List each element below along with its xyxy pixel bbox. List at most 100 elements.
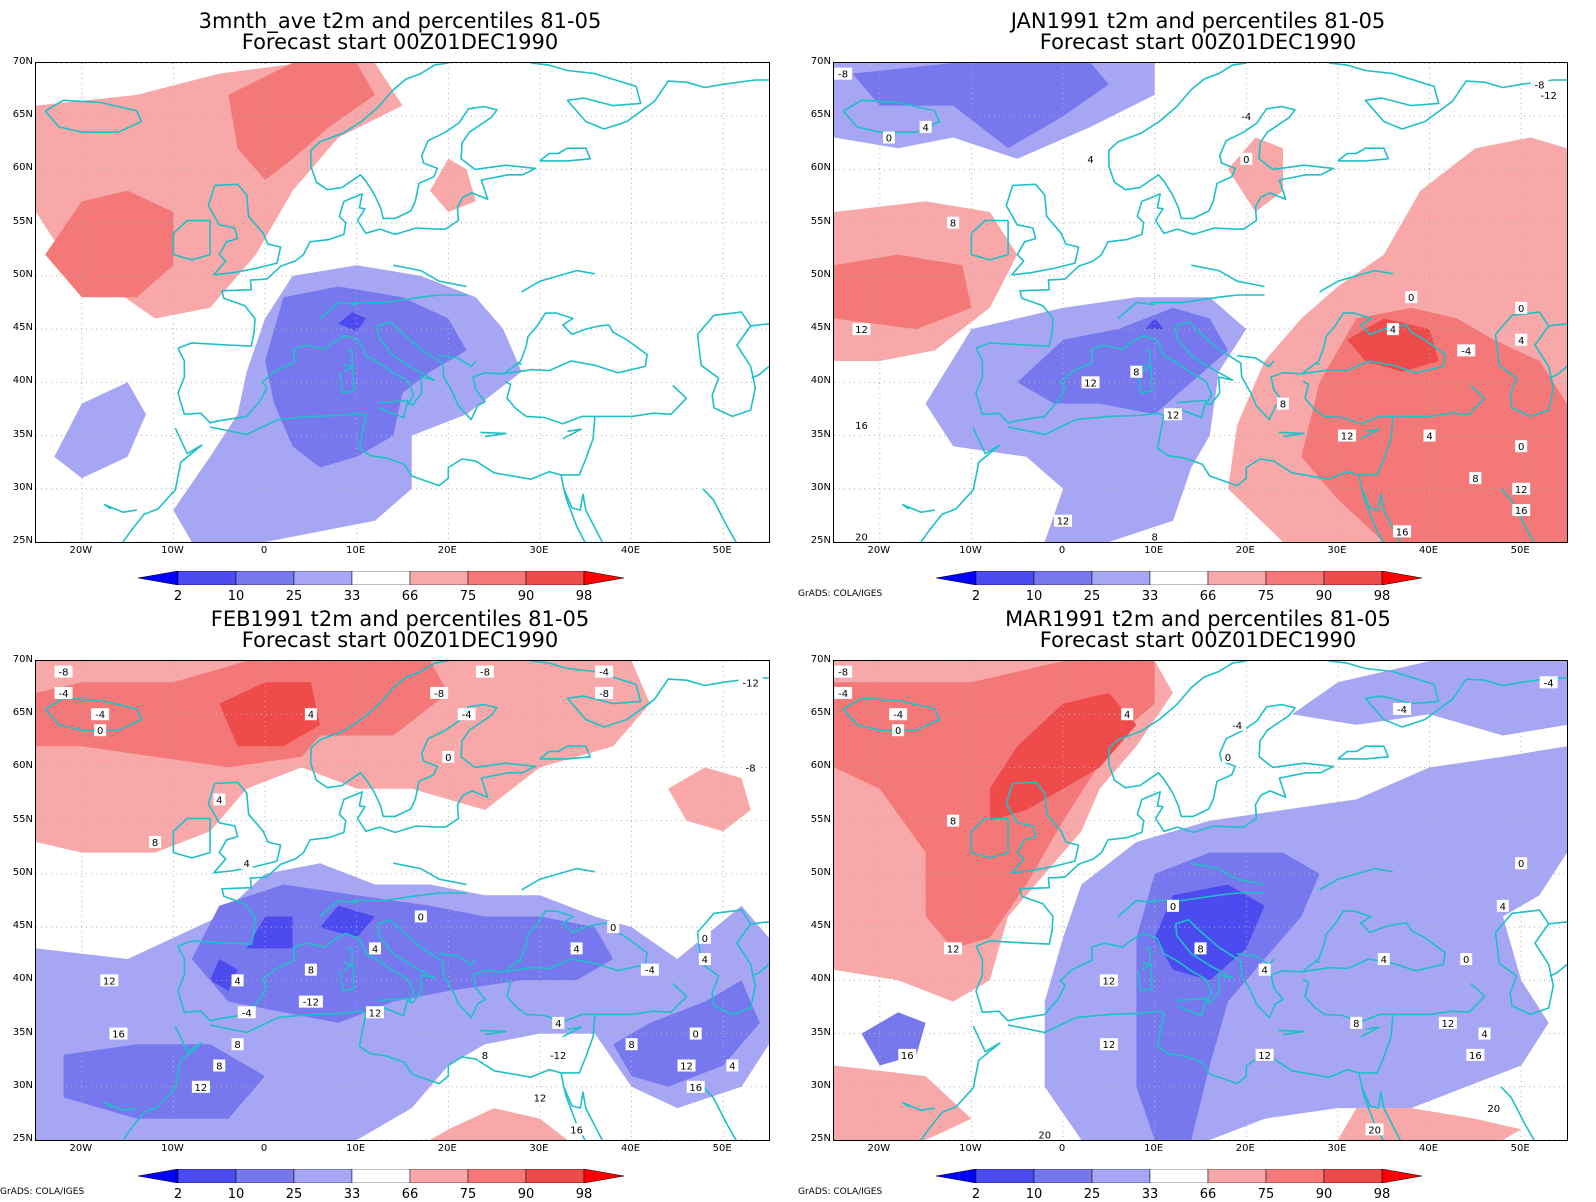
- contour-label-bg: [414, 910, 427, 923]
- colorbar-cell: [1033, 1169, 1093, 1183]
- panel-title: JAN1991 t2m and percentiles 81-05: [1010, 9, 1386, 33]
- contour-label-bg: [1496, 899, 1509, 912]
- contour-label: 0: [895, 726, 901, 737]
- contour-label: -12: [743, 678, 759, 689]
- contour-label-bg: [1512, 482, 1531, 495]
- coastline: [1548, 323, 1567, 327]
- map-plot-area: -8 -4 -4 0 4 -4 0 8 0 0 8 4 4 0 4 12 12 12 12 8 12 4 16 20 -4 -4 1…: [833, 660, 1568, 1141]
- coastline: [751, 963, 769, 977]
- lat-tick-label: 70N: [12, 654, 33, 665]
- lat-tick-label: 40N: [12, 375, 33, 387]
- contour-label: 12: [1057, 517, 1070, 528]
- colorbar-label: 2: [971, 1187, 981, 1202]
- colorbar-label: 66: [1199, 589, 1217, 604]
- coastline: [319, 301, 357, 320]
- coastline: [1549, 963, 1567, 977]
- contour-label: -4: [893, 710, 903, 721]
- colorbar-cell: [351, 1169, 411, 1183]
- contour-label: -12: [550, 1051, 566, 1062]
- contour-label: 4: [1500, 902, 1506, 913]
- colorbar-label: 25: [1083, 1187, 1101, 1202]
- coastline: [539, 147, 592, 162]
- coastline: [122, 427, 203, 542]
- colorbar-high-arrow: [1381, 571, 1423, 585]
- contour-label: 4: [702, 955, 708, 966]
- colorbar-label: 33: [343, 589, 361, 604]
- contour-label-bg: [1460, 953, 1473, 966]
- contour-label-bg: [369, 942, 382, 955]
- coastline: [594, 982, 688, 1016]
- colorbar-label: 75: [459, 1187, 477, 1202]
- contour-label: 0: [1463, 955, 1469, 966]
- coastline: [1548, 921, 1567, 925]
- contour-label-bg: [726, 1059, 739, 1072]
- contour-label-bg: [677, 1059, 696, 1072]
- contour-label: 8: [628, 1040, 634, 1051]
- coastline: [563, 488, 586, 542]
- contour-label: 0: [1518, 859, 1524, 870]
- coastline: [1328, 661, 1567, 728]
- lat-tick-label: 60N: [12, 760, 33, 772]
- lat-tick-label: 60N: [12, 162, 33, 174]
- colorbar-cell: [467, 1169, 527, 1183]
- coastline: [177, 312, 648, 424]
- lon-tick-label: 0: [1058, 1143, 1066, 1154]
- coastline: [378, 399, 409, 419]
- contour-label: 0: [1243, 155, 1249, 166]
- coastline: [1314, 362, 1320, 365]
- contour-label: 20: [1368, 1125, 1381, 1136]
- contour-label: 0: [702, 934, 708, 945]
- map-panel-mar1991: MAR1991 t2m and percentiles 81-05 Foreca…: [798, 598, 1578, 1201]
- contour-label: 12: [1084, 378, 1097, 389]
- coastline: [172, 817, 211, 859]
- contour-label: 12: [947, 944, 960, 955]
- coastline: [1141, 947, 1151, 967]
- coastline: [209, 380, 596, 487]
- colorbar-label: 98: [575, 589, 593, 604]
- lon-tick-label: 20E: [1235, 1143, 1255, 1154]
- contour-label: -4: [1241, 112, 1251, 123]
- contour-label-bg: [1084, 152, 1097, 165]
- coastline: [1392, 384, 1486, 418]
- colorbar-cell: [351, 571, 411, 585]
- panel-subtitle: Forecast start 00Z01DEC1990: [1039, 30, 1357, 54]
- contour-label-bg: [1194, 942, 1207, 955]
- contour-label: 4: [1426, 432, 1432, 443]
- lat-tick-label: 35N: [810, 428, 831, 440]
- lat-tick-label: 70N: [810, 654, 831, 665]
- contour-label: 0: [1170, 902, 1176, 913]
- contour-label-bg: [892, 724, 905, 737]
- contour-label-bg: [1099, 1038, 1118, 1051]
- contour-label-bg: [1240, 152, 1253, 165]
- contour-label: 4: [729, 1061, 735, 1072]
- contour-label: 0: [1225, 753, 1231, 764]
- contour-label: 16: [112, 1030, 125, 1041]
- colorbar-label: 10: [1025, 589, 1043, 604]
- panel-title: FEB1991 t2m and percentiles 81-05: [210, 607, 590, 631]
- colorbar-cell: [1091, 1169, 1151, 1183]
- contour-label: 0: [97, 726, 103, 737]
- contour-label-bg: [54, 665, 73, 678]
- contour-label: 12: [1442, 1019, 1455, 1030]
- lon-tick-label: 40E: [621, 545, 641, 556]
- contour-label-bg: [741, 761, 760, 774]
- colorbar-label: 2: [173, 589, 183, 604]
- colorbar-cell: [235, 1169, 295, 1183]
- colorbar-low-arrow: [936, 1169, 977, 1183]
- contour-label: 16: [570, 1125, 583, 1136]
- colorbar-high-arrow: [583, 1169, 625, 1183]
- coastline: [702, 488, 737, 542]
- contour-label-bg: [546, 1048, 571, 1061]
- coastline: [44, 99, 143, 133]
- contour-label-bg: [889, 708, 908, 721]
- grads-credit: GrADS: COLA/IGES: [798, 589, 883, 599]
- coastline: [1549, 365, 1567, 379]
- contour-label: 8: [1280, 400, 1286, 411]
- contour-label-bg: [834, 67, 853, 80]
- contour-label: 8: [1197, 944, 1203, 955]
- contour-label: -4: [95, 710, 105, 721]
- contour-label: 8: [1353, 1019, 1359, 1030]
- contour-label: 20: [1487, 1104, 1500, 1115]
- colorbar-cell: [177, 571, 237, 585]
- coastline: [44, 697, 143, 731]
